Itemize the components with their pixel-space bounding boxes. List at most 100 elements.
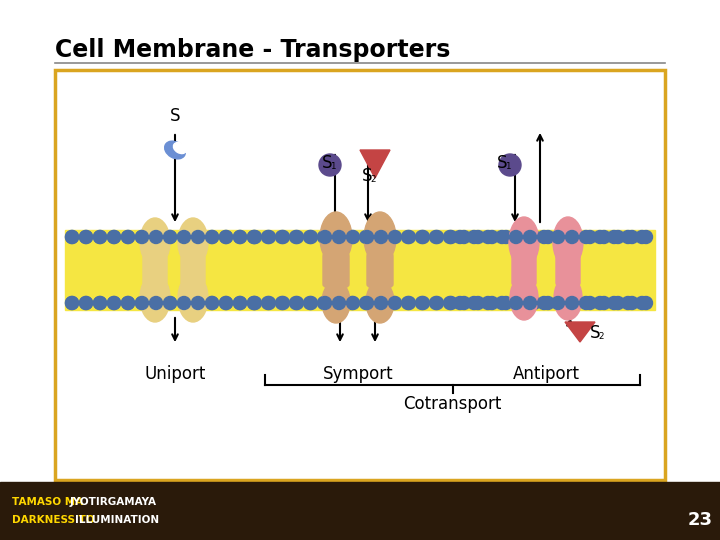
- Circle shape: [304, 231, 317, 244]
- Circle shape: [192, 231, 204, 244]
- Circle shape: [205, 231, 218, 244]
- Ellipse shape: [140, 218, 170, 266]
- Circle shape: [318, 296, 330, 309]
- Circle shape: [248, 296, 261, 309]
- Ellipse shape: [364, 212, 396, 264]
- Text: $_1$: $_1$: [330, 159, 337, 172]
- Circle shape: [402, 296, 415, 309]
- Ellipse shape: [174, 143, 186, 153]
- Circle shape: [150, 296, 163, 309]
- FancyBboxPatch shape: [367, 253, 393, 287]
- Text: JYOTIRGAMAYA: JYOTIRGAMAYA: [70, 497, 157, 507]
- Circle shape: [608, 296, 621, 309]
- Circle shape: [205, 296, 218, 309]
- Circle shape: [150, 231, 163, 244]
- Circle shape: [538, 296, 551, 309]
- FancyBboxPatch shape: [512, 255, 536, 285]
- Circle shape: [289, 296, 302, 309]
- Ellipse shape: [553, 217, 583, 267]
- Circle shape: [611, 296, 624, 309]
- Ellipse shape: [165, 141, 185, 159]
- Circle shape: [523, 296, 536, 309]
- Text: S: S: [590, 324, 600, 342]
- Circle shape: [431, 296, 444, 309]
- Circle shape: [331, 231, 344, 244]
- Circle shape: [192, 296, 204, 309]
- Ellipse shape: [322, 281, 350, 323]
- Circle shape: [94, 296, 107, 309]
- Circle shape: [538, 231, 551, 244]
- Text: Antiport: Antiport: [513, 365, 580, 383]
- Circle shape: [261, 296, 274, 309]
- Circle shape: [248, 231, 261, 244]
- Circle shape: [305, 296, 318, 309]
- Ellipse shape: [366, 281, 394, 323]
- Circle shape: [318, 231, 331, 244]
- Circle shape: [66, 296, 78, 309]
- Circle shape: [107, 231, 120, 244]
- Circle shape: [261, 231, 274, 244]
- Circle shape: [416, 231, 430, 244]
- Circle shape: [333, 231, 346, 244]
- Circle shape: [361, 231, 374, 244]
- Circle shape: [374, 296, 387, 309]
- Circle shape: [163, 296, 176, 309]
- Circle shape: [431, 231, 444, 244]
- Circle shape: [513, 231, 526, 244]
- Circle shape: [552, 231, 564, 244]
- Circle shape: [528, 231, 541, 244]
- Circle shape: [79, 296, 92, 309]
- Circle shape: [608, 231, 621, 244]
- Text: Symport: Symport: [323, 365, 393, 383]
- Text: Cell Membrane - Transporters: Cell Membrane - Transporters: [55, 38, 451, 62]
- Circle shape: [565, 231, 578, 244]
- Circle shape: [472, 231, 485, 244]
- Circle shape: [416, 296, 430, 309]
- Circle shape: [248, 231, 261, 244]
- Text: S: S: [322, 154, 333, 172]
- Circle shape: [331, 296, 344, 309]
- Circle shape: [570, 296, 582, 309]
- Circle shape: [402, 231, 415, 244]
- Circle shape: [263, 231, 276, 244]
- Text: S: S: [170, 107, 180, 125]
- Circle shape: [430, 231, 443, 244]
- Circle shape: [387, 231, 400, 244]
- Circle shape: [510, 231, 523, 244]
- Circle shape: [593, 231, 606, 244]
- Circle shape: [593, 296, 606, 309]
- Circle shape: [636, 231, 649, 244]
- Circle shape: [163, 296, 176, 309]
- Circle shape: [598, 296, 611, 309]
- Circle shape: [485, 231, 498, 244]
- FancyBboxPatch shape: [323, 253, 349, 287]
- Circle shape: [94, 231, 107, 244]
- FancyBboxPatch shape: [556, 255, 580, 285]
- Circle shape: [454, 296, 467, 309]
- Circle shape: [94, 231, 107, 244]
- Circle shape: [220, 231, 233, 244]
- Circle shape: [346, 296, 359, 309]
- Circle shape: [163, 231, 176, 244]
- Circle shape: [626, 231, 639, 244]
- Circle shape: [472, 296, 485, 309]
- Text: $_2$: $_2$: [598, 329, 605, 342]
- Circle shape: [79, 231, 92, 244]
- Circle shape: [389, 296, 402, 309]
- Circle shape: [135, 296, 148, 309]
- Circle shape: [500, 296, 513, 309]
- FancyBboxPatch shape: [55, 70, 665, 480]
- Circle shape: [318, 296, 331, 309]
- Circle shape: [495, 231, 508, 244]
- Circle shape: [122, 231, 135, 244]
- Circle shape: [192, 296, 204, 309]
- Circle shape: [150, 231, 163, 244]
- Circle shape: [482, 296, 495, 309]
- Circle shape: [248, 296, 261, 309]
- Circle shape: [415, 296, 428, 309]
- Circle shape: [387, 296, 400, 309]
- Bar: [65, 230, 655, 310]
- Circle shape: [318, 231, 330, 244]
- Circle shape: [444, 296, 457, 309]
- Ellipse shape: [178, 218, 208, 266]
